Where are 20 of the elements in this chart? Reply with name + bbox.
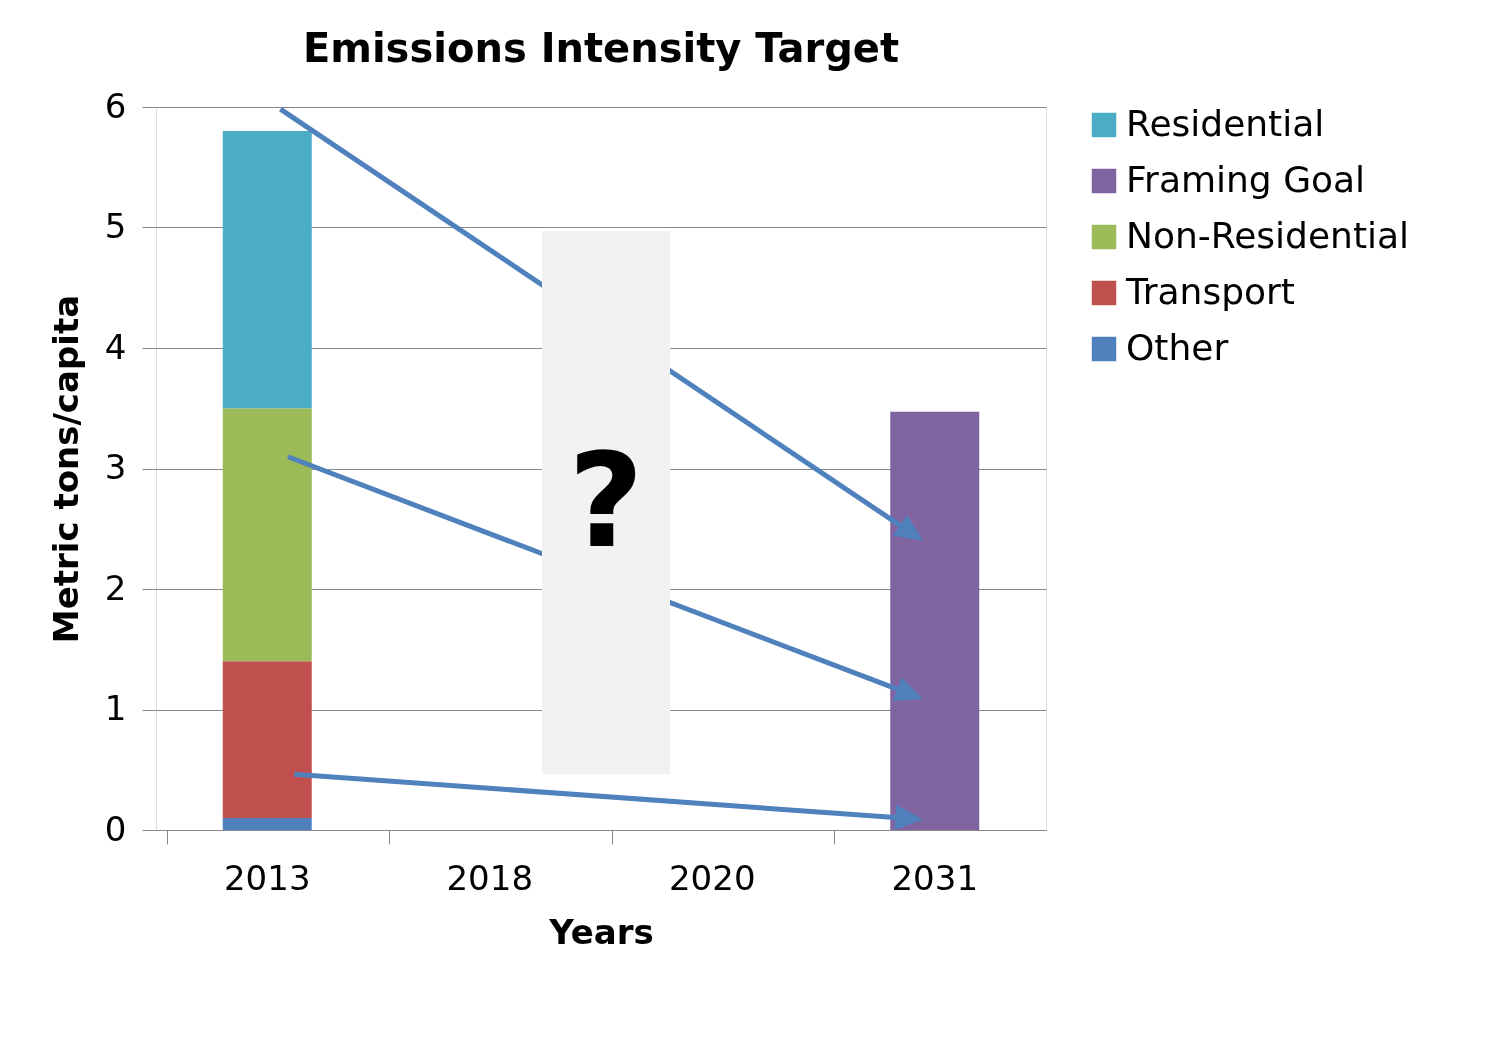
y-tick-label: 6	[104, 85, 127, 126]
legend-label: Non-Residential	[1126, 215, 1410, 256]
x-tick-label: 2018	[446, 857, 534, 898]
x-tick-label: 2031	[891, 857, 979, 898]
x-axis-title: Years	[548, 911, 654, 952]
y-tick-label: 1	[104, 688, 127, 728]
y-tick-label: 5	[104, 206, 127, 246]
annotation: ?	[568, 425, 644, 577]
x-tick-label: 2013	[223, 857, 311, 898]
chart-title: Emissions Intensity Target	[302, 25, 900, 71]
legend-label: Framing Goal	[1126, 159, 1366, 200]
y-tick-label: 3	[104, 447, 127, 487]
legend-label: Residential	[1126, 103, 1325, 144]
y-axis-title: Metric tons/capita	[45, 294, 86, 644]
x-tick-label: 2020	[668, 857, 756, 898]
legend-label: Other	[1126, 327, 1229, 368]
y-tick-label: 0	[104, 808, 127, 849]
y-tick-label: 2	[104, 567, 127, 608]
y-tick-label: 4	[104, 326, 127, 367]
legend-label: Transport	[1125, 271, 1295, 312]
